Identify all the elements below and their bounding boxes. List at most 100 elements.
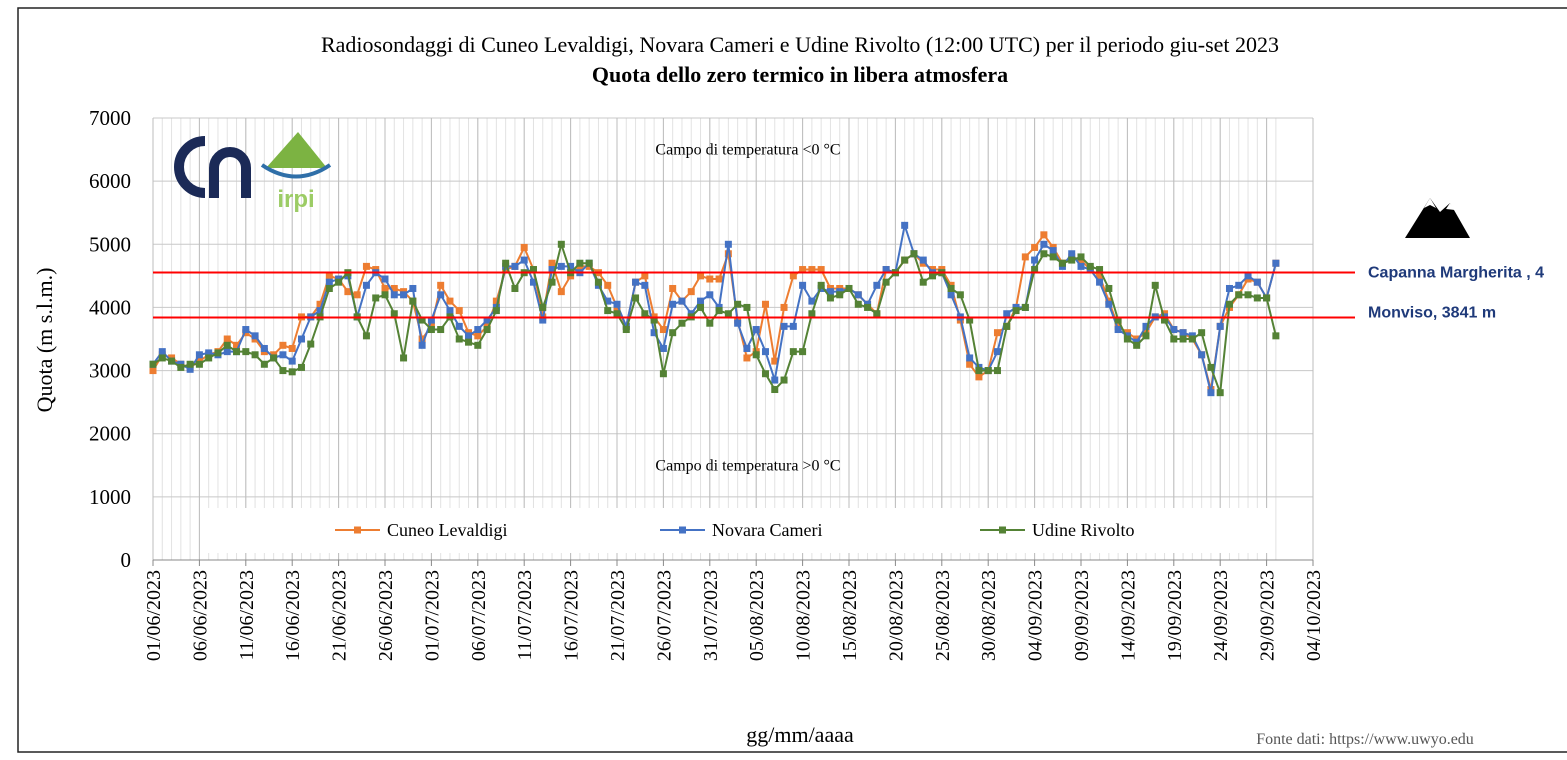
marker [761,300,769,308]
marker [242,326,250,334]
x-tick-label: 04/09/2023 [1025,570,1047,661]
marker [854,291,862,299]
marker [594,278,602,286]
marker [474,341,482,349]
marker [288,344,296,352]
marker [223,341,231,349]
marker [362,281,370,289]
marker [817,266,825,274]
reference-label: Monviso, 3841 m [1368,304,1496,321]
frame [17,7,1567,753]
marker [761,370,769,378]
marker [279,351,287,359]
marker [1003,310,1011,318]
marker [529,278,537,286]
marker [520,256,528,264]
marker [279,367,287,375]
marker [539,303,547,311]
marker [223,348,231,356]
marker [1077,253,1085,261]
marker [381,291,389,299]
marker [1031,266,1039,274]
marker [669,329,677,337]
marker [1235,291,1243,299]
marker [659,326,667,334]
marker [502,259,510,267]
marker [604,281,612,289]
marker [761,348,769,356]
marker [455,307,463,315]
marker [288,357,296,365]
marker [1096,272,1104,280]
x-tick-label: 20/08/2023 [885,570,907,661]
marker [1049,253,1057,261]
marker [557,262,565,270]
marker [715,275,723,283]
marker [325,284,333,292]
marker [372,294,380,302]
y-tick-label: 1000 [89,485,131,509]
y-tick-label: 5000 [89,232,131,256]
marker [826,288,834,296]
marker [1235,281,1243,289]
marker [993,329,1001,337]
marker [511,284,519,292]
marker [678,319,686,327]
marker [474,332,482,340]
marker [910,250,918,258]
marker [724,240,732,248]
x-tick-label: 05/08/2023 [746,570,768,661]
marker [1170,335,1178,343]
marker [576,259,584,267]
marker [706,275,714,283]
marker [168,357,176,365]
marker [697,303,705,311]
marker [353,291,361,299]
x-tick-label: 16/07/2023 [561,570,583,661]
marker [288,368,296,376]
marker [641,310,649,318]
marker [604,307,612,315]
marker [474,326,482,334]
y-axis-label: Quota (m s.l.m.) [32,268,57,413]
marker [1012,307,1020,315]
marker [966,360,974,368]
legend-label: Cuneo Levaldigi [387,520,507,540]
marker [1272,332,1280,340]
marker [195,351,203,359]
marker [845,284,853,292]
marker [1086,262,1094,270]
marker [724,250,732,258]
marker [465,338,473,346]
marker [864,303,872,311]
marker [437,291,445,299]
marker [1161,316,1169,324]
x-tick-label: 14/09/2023 [1117,570,1139,661]
x-tick-label: 19/09/2023 [1164,570,1186,661]
marker [548,266,556,274]
marker [947,284,955,292]
marker [260,344,268,352]
marker [325,272,333,280]
marker [381,275,389,283]
marker [1096,278,1104,286]
marker [381,284,389,292]
marker [1114,316,1122,324]
marker [919,256,927,264]
marker [186,365,194,373]
marker [789,322,797,330]
marker [297,335,305,343]
marker [362,262,370,270]
marker [966,316,974,324]
marker [362,332,370,340]
marker [492,307,500,315]
marker [149,360,157,368]
marker [251,351,259,359]
x-tick-label: 01/07/2023 [421,570,443,661]
marker [734,300,742,308]
marker [808,266,816,274]
marker [1207,389,1215,397]
marker [641,272,649,280]
marker [706,319,714,327]
marker [650,316,658,324]
